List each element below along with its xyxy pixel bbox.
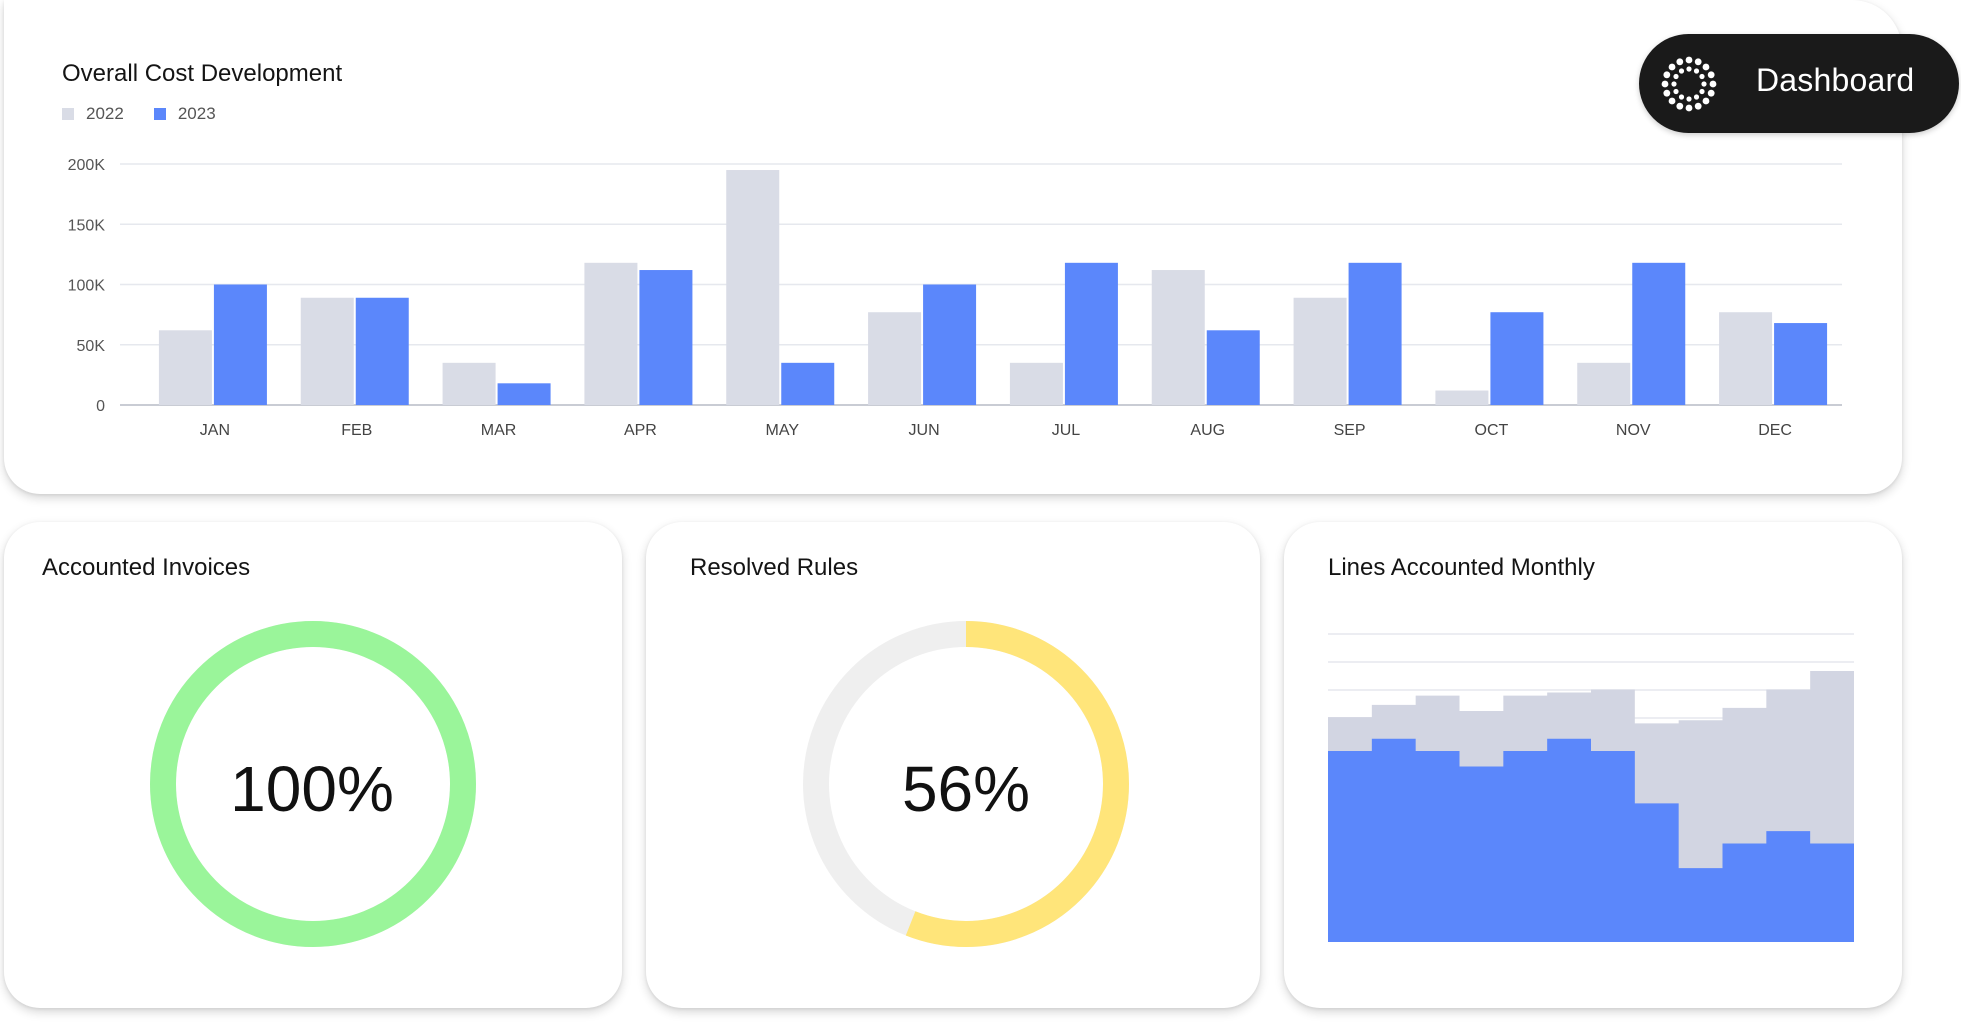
bar-2022-dec bbox=[1719, 312, 1773, 405]
cost-y-tick-label: 100K bbox=[68, 278, 106, 295]
cost-chart-title: Overall Cost Development bbox=[62, 60, 343, 87]
lines-area-accounted bbox=[1328, 738, 1854, 942]
bar-2023-dec bbox=[1774, 323, 1828, 405]
invoices-title: Accounted Invoices bbox=[42, 554, 251, 581]
logo-dot bbox=[1685, 56, 1693, 64]
logo-dot bbox=[1668, 97, 1676, 105]
cost-x-tick-sep: SEP bbox=[1334, 422, 1366, 439]
resolved-rules-card: Resolved Rules 56% bbox=[646, 522, 1260, 1008]
bar-2023-aug bbox=[1206, 330, 1260, 405]
lines-accounted-card: Lines Accounted Monthly bbox=[1284, 522, 1902, 1008]
legend-label-2022: 2022 bbox=[86, 104, 124, 123]
bar-2023-sep bbox=[1348, 262, 1402, 405]
legend-swatch-2022 bbox=[62, 108, 74, 120]
cost-development-card: Overall Cost Development 2022 2023 0 50K 1… bbox=[4, 0, 1902, 494]
logo-dot bbox=[1709, 80, 1717, 88]
bar-2023-jun bbox=[923, 284, 977, 405]
logo-dot bbox=[1673, 88, 1679, 95]
logo-dot bbox=[1671, 81, 1677, 87]
cost-x-tick-jan: JAN bbox=[200, 422, 230, 439]
cost-x-tick-apr: APR bbox=[624, 422, 657, 439]
bar-2023-mar bbox=[497, 383, 551, 405]
bar-2022-jan bbox=[158, 330, 212, 405]
logo-dot bbox=[1699, 73, 1705, 80]
donut-value-arc bbox=[803, 621, 1129, 947]
logo-dot bbox=[1702, 63, 1710, 71]
cost-x-tick-aug: AUG bbox=[1190, 422, 1225, 439]
cost-x-tick-may: MAY bbox=[766, 422, 800, 439]
legend-label-2023: 2023 bbox=[177, 104, 216, 123]
logo-dot bbox=[1663, 71, 1671, 79]
logo-dot bbox=[1661, 80, 1669, 88]
logo-dot bbox=[1686, 66, 1692, 72]
accounted-invoices-card: Accounted Invoices 100% bbox=[4, 522, 622, 1008]
logo-dot bbox=[1673, 73, 1679, 80]
bar-2022-may bbox=[726, 170, 780, 405]
bar-2022-feb bbox=[300, 297, 354, 405]
rules-title: Resolved Rules bbox=[690, 554, 859, 581]
bar-2023-nov bbox=[1632, 262, 1686, 405]
dashboard-badge[interactable]: Dashboard bbox=[1639, 34, 1959, 133]
cost-y-tick-label: 200K bbox=[68, 157, 106, 174]
bar-2023-jul bbox=[1064, 262, 1118, 405]
cost-y-tick-label: 0 bbox=[96, 398, 105, 415]
bar-2022-jul bbox=[1009, 362, 1063, 405]
bar-2023-oct bbox=[1490, 312, 1544, 405]
rules-donut bbox=[803, 621, 1129, 947]
bar-2022-sep bbox=[1293, 297, 1347, 405]
invoices-donut bbox=[150, 621, 476, 947]
logo-dot bbox=[1685, 104, 1693, 112]
cost-y-tick-label: 150K bbox=[68, 217, 106, 234]
cost-x-tick-jun: JUN bbox=[909, 422, 940, 439]
cost-x-tick-mar: MAR bbox=[481, 422, 517, 439]
logo-dot bbox=[1701, 81, 1707, 87]
logo-dot bbox=[1676, 58, 1684, 66]
bar-2023-feb bbox=[355, 297, 409, 405]
cost-y-tick-label: 50K bbox=[77, 338, 106, 355]
bar-2023-jan bbox=[213, 284, 267, 405]
logo-dot bbox=[1702, 97, 1710, 105]
logo-dot bbox=[1693, 68, 1700, 74]
logo-dot bbox=[1676, 102, 1684, 110]
cost-x-tick-jul: JUL bbox=[1052, 422, 1081, 439]
dotted-circle-logo-icon bbox=[1661, 56, 1717, 112]
bar-2022-aug bbox=[1151, 270, 1205, 405]
logo-dot bbox=[1686, 96, 1692, 102]
bar-2023-may bbox=[781, 362, 835, 405]
cost-x-tick-feb: FEB bbox=[341, 422, 372, 439]
lines-area-chart bbox=[1328, 633, 1854, 942]
logo-dot bbox=[1694, 58, 1702, 66]
logo-dot bbox=[1678, 94, 1685, 100]
logo-dot bbox=[1663, 89, 1671, 97]
logo-dot bbox=[1693, 94, 1700, 100]
logo-dot bbox=[1707, 89, 1715, 97]
lines-title: Lines Accounted Monthly bbox=[1328, 554, 1595, 581]
bar-2022-apr bbox=[584, 262, 638, 405]
cost-chart-legend: 2022 2023 bbox=[62, 104, 216, 124]
donut-value-arc bbox=[150, 621, 476, 947]
bar-2022-jun bbox=[868, 312, 922, 405]
bar-2022-mar bbox=[442, 362, 496, 405]
bar-2023-apr bbox=[639, 270, 693, 405]
dashboard-badge-label: Dashboard bbox=[1756, 62, 1915, 98]
logo-dot bbox=[1707, 71, 1715, 79]
cost-x-tick-dec: DEC bbox=[1758, 422, 1792, 439]
logo-dot bbox=[1699, 88, 1705, 95]
legend-item-2022: 2022 bbox=[62, 104, 124, 124]
logo-dot bbox=[1668, 63, 1676, 71]
bar-2022-nov bbox=[1577, 362, 1631, 405]
cost-bar-chart: 0 50K 100K 150K 200K JAN FEB MAR APR MAY JUN JUL AUG… bbox=[68, 157, 1842, 439]
cost-x-tick-oct: OCT bbox=[1475, 422, 1509, 439]
cost-x-tick-nov: NOV bbox=[1616, 422, 1651, 439]
logo-dot bbox=[1678, 68, 1685, 74]
legend-swatch-2023 bbox=[153, 108, 166, 120]
logo-dot bbox=[1694, 102, 1702, 110]
invoices-percent: 100% bbox=[230, 753, 394, 825]
rules-percent: 56% bbox=[901, 753, 1031, 825]
legend-item-2023: 2023 bbox=[153, 104, 216, 124]
bar-2022-oct bbox=[1435, 390, 1489, 405]
